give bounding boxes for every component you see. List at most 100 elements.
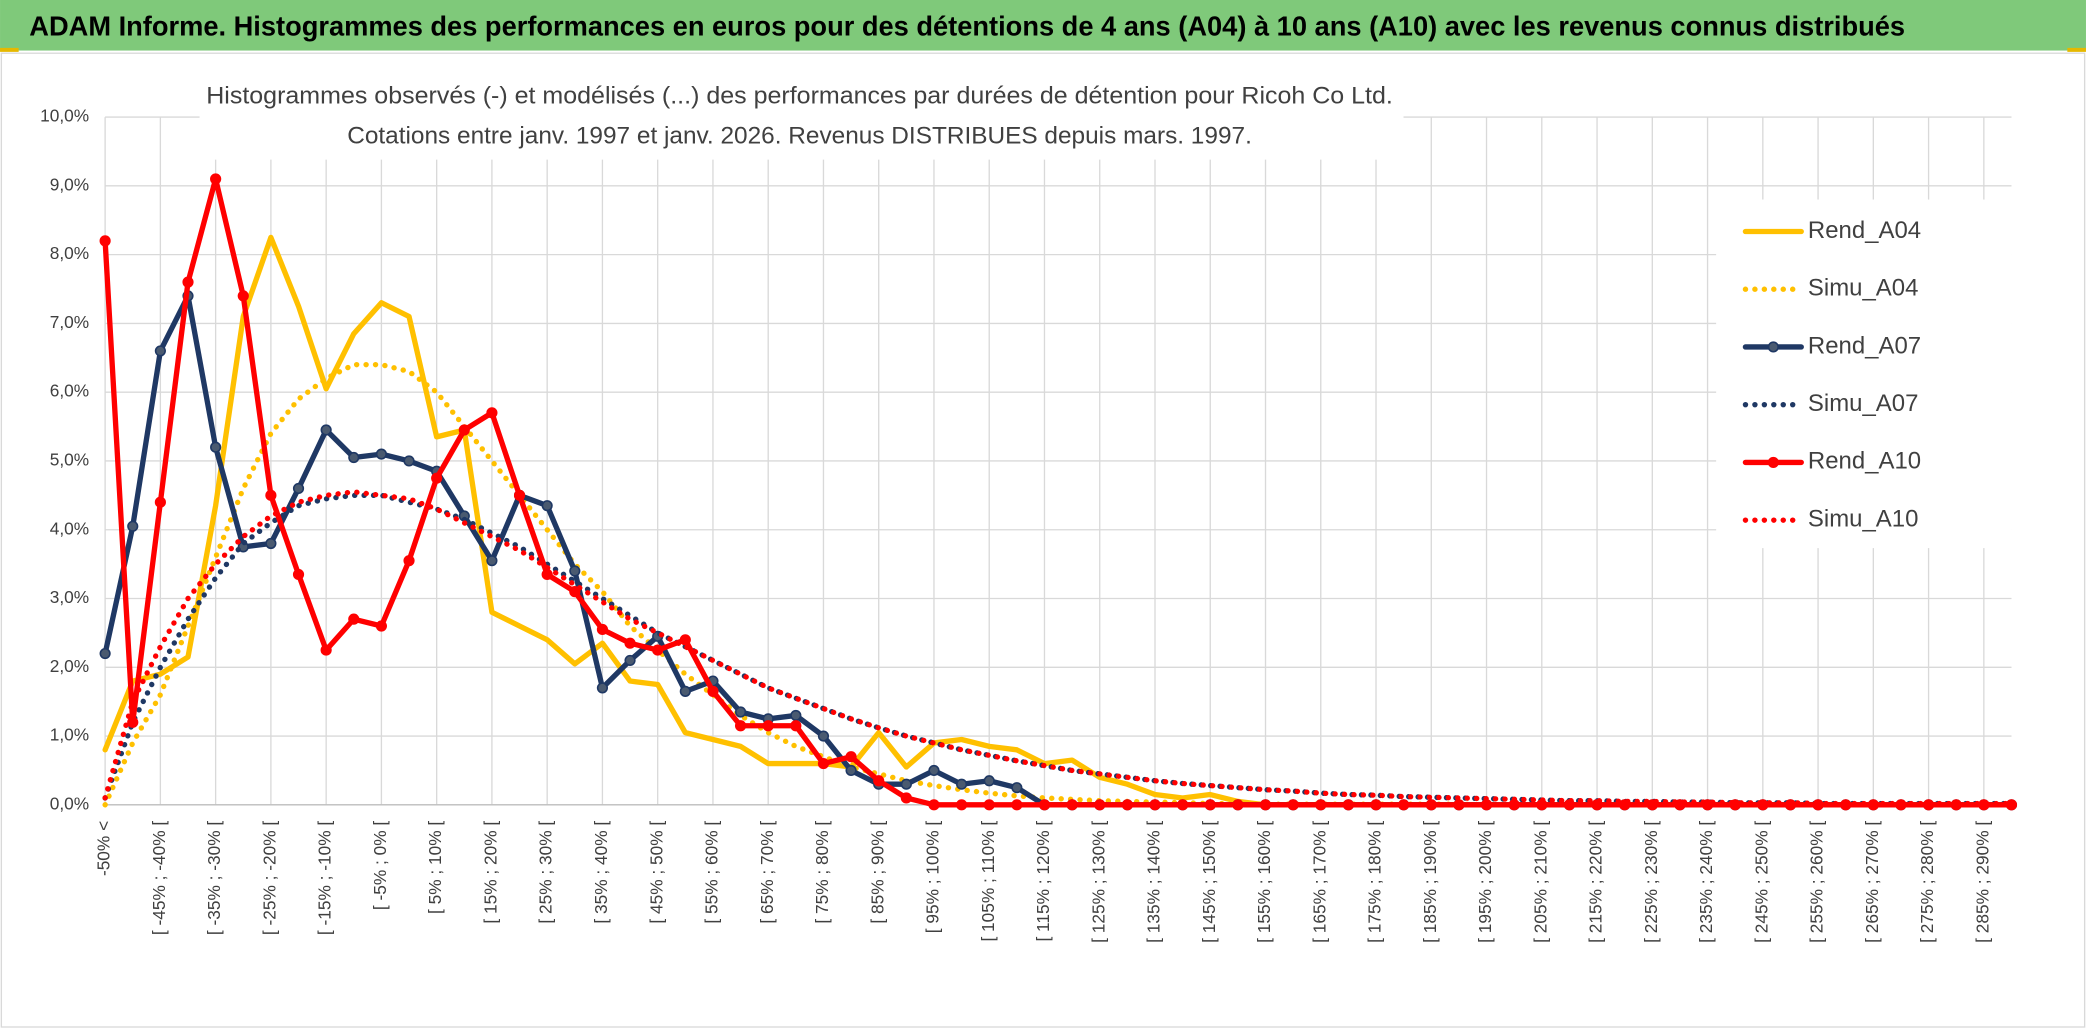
data-point xyxy=(1398,799,1410,811)
x-tick-label: [ 215% ; 220% [ xyxy=(1586,821,1606,943)
chart-frame xyxy=(0,52,2086,1028)
y-tick-label: 7,0% xyxy=(50,312,89,332)
data-point xyxy=(762,720,774,732)
data-point xyxy=(1425,799,1437,811)
data-point xyxy=(790,709,802,722)
y-tick-label: 3,0% xyxy=(50,587,89,607)
legend-label: Simu_A04 xyxy=(1808,275,1918,302)
data-point xyxy=(900,792,912,804)
corner-mark xyxy=(2067,47,2086,52)
x-tick-label: [ -45% ; -40% [ xyxy=(149,821,169,935)
y-tick-label: 6,0% xyxy=(50,381,89,401)
data-point xyxy=(320,644,332,656)
data-point xyxy=(375,448,387,460)
x-tick-label: [ 225% ; 230% [ xyxy=(1641,821,1661,943)
x-tick-label: [ 205% ; 210% [ xyxy=(1530,821,1550,943)
title-background xyxy=(199,77,1404,160)
data-point xyxy=(983,799,995,811)
data-point xyxy=(569,565,581,577)
data-point xyxy=(790,720,802,732)
y-tick-label: 2,0% xyxy=(50,656,89,676)
x-tick-label: [ 275% ; 280% [ xyxy=(1917,821,1937,943)
x-tick-label: [ 95% ; 100% [ xyxy=(923,821,943,934)
data-point xyxy=(845,764,857,777)
x-tick-label: [ 245% ; 250% [ xyxy=(1751,821,1771,943)
x-tick-label: [ -15% ; -10% [ xyxy=(315,821,335,935)
data-point xyxy=(652,644,664,656)
data-point xyxy=(486,407,498,419)
chart-subtitle: Cotations entre janv. 1997 et janv. 2026… xyxy=(347,122,1252,149)
data-point xyxy=(707,685,719,697)
x-tick-label: [ 15% ; 20% [ xyxy=(480,821,500,924)
corner-mark xyxy=(0,47,19,52)
x-tick-label: [ 155% ; 160% [ xyxy=(1254,821,1274,943)
data-point xyxy=(1370,799,1382,811)
x-tick-label: [ 165% ; 170% [ xyxy=(1309,821,1329,943)
data-point xyxy=(1177,799,1189,811)
data-point xyxy=(127,716,139,728)
data-point xyxy=(679,634,691,646)
x-tick-label: [ 235% ; 240% [ xyxy=(1696,821,1716,943)
y-tick-label: 1,0% xyxy=(50,725,89,745)
legend: Rend_A04 Simu_A04 Rend_A07 Simu_A07 Rend_A10… xyxy=(1716,199,2012,549)
data-point xyxy=(569,586,581,598)
data-point xyxy=(154,496,166,508)
x-tick-label: [ -5% ; 0% [ xyxy=(370,821,390,911)
data-point xyxy=(1480,799,1493,811)
data-point xyxy=(734,720,747,732)
data-point xyxy=(292,482,305,495)
data-point xyxy=(237,290,249,302)
data-point xyxy=(292,568,305,581)
data-point xyxy=(817,757,830,770)
data-point xyxy=(348,613,360,625)
y-tick-label: 0,0% xyxy=(50,793,89,813)
x-tick-label: [ 285% ; 290% [ xyxy=(1972,821,1992,943)
data-point xyxy=(845,751,857,763)
data-point xyxy=(265,537,277,550)
x-tick-label: [ 265% ; 270% [ xyxy=(1862,821,1882,943)
data-point xyxy=(928,799,940,811)
data-point xyxy=(734,706,747,718)
data-point xyxy=(431,472,443,484)
x-tick-label: [ 75% ; 80% [ xyxy=(812,821,832,924)
x-tick-label: [ 195% ; 200% [ xyxy=(1475,821,1495,943)
data-point xyxy=(99,647,111,660)
data-point xyxy=(624,637,636,649)
x-tick-label: [ 85% ; 90% [ xyxy=(867,821,887,924)
legend-label: Rend_A10 xyxy=(1808,448,1921,475)
x-tick-label: [ 45% ; 50% [ xyxy=(646,821,666,924)
x-tick-label: [ 125% ; 130% [ xyxy=(1088,821,1108,943)
data-point xyxy=(900,778,912,790)
legend-label: Simu_A10 xyxy=(1808,505,1918,532)
data-point xyxy=(458,424,470,436)
x-tick-label: [ 135% ; 140% [ xyxy=(1144,821,1164,943)
data-point xyxy=(1232,799,1244,811)
data-point xyxy=(486,555,498,567)
data-point xyxy=(1011,782,1023,794)
x-tick-label: [ 25% ; 30% [ xyxy=(536,821,556,924)
data-point xyxy=(596,682,609,694)
data-point xyxy=(956,799,968,811)
data-point xyxy=(624,654,636,666)
data-point xyxy=(127,520,139,532)
data-point xyxy=(1259,799,1272,811)
data-point xyxy=(182,276,194,288)
data-point xyxy=(320,424,332,436)
data-point xyxy=(210,173,222,185)
data-point xyxy=(983,775,995,787)
x-tick-label: [ 5% ; 10% [ xyxy=(425,821,445,914)
data-point xyxy=(210,441,222,453)
data-point xyxy=(1453,799,1465,811)
x-tick-label: [ 145% ; 150% [ xyxy=(1199,821,1219,943)
data-point xyxy=(2005,799,2018,811)
data-point xyxy=(403,555,415,567)
data-point xyxy=(1204,799,1216,811)
legend-background xyxy=(1716,199,2012,549)
data-point xyxy=(1149,799,1161,811)
x-tick-label: -50% < xyxy=(94,821,114,876)
header-banner xyxy=(0,0,2086,51)
x-tick-label: [ 185% ; 190% [ xyxy=(1420,821,1440,943)
plot-area xyxy=(99,173,2018,811)
x-tick-label: [ -25% ; -20% [ xyxy=(259,821,279,935)
